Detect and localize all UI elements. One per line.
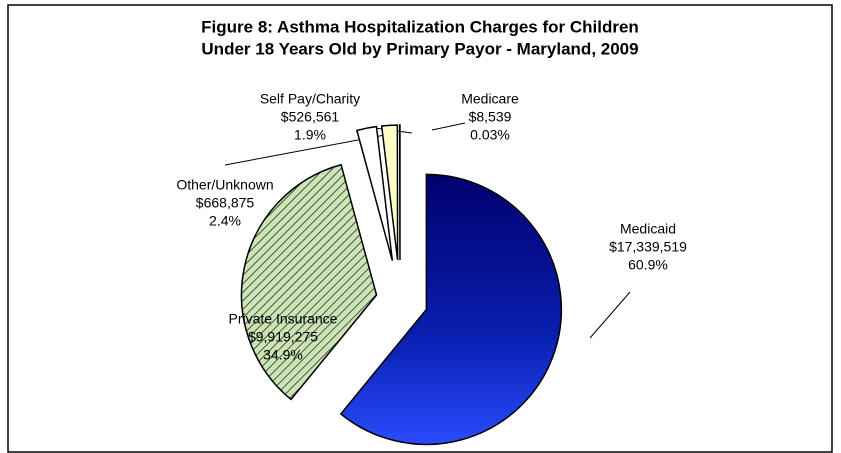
percent-label: 60.9% (628, 257, 668, 273)
percent-label: 1.9% (294, 127, 326, 143)
value-label: $17,339,519 (609, 239, 687, 255)
value-label: $526,561 (281, 109, 340, 125)
value-label: $8,539 (469, 109, 512, 125)
slice-label: Self Pay/Charity (260, 91, 360, 107)
percent-label: 0.03% (470, 127, 510, 143)
slice-label: Other/Unknown (176, 177, 273, 193)
value-label: $9,919,275 (248, 329, 318, 345)
value-label: $668,875 (196, 195, 255, 211)
slice-label: Medicaid (620, 221, 676, 237)
percent-label: 34.9% (263, 347, 303, 363)
chart-title: Under 18 Years Old by Primary Payor - Ma… (201, 39, 638, 58)
chart-title: Figure 8: Asthma Hospitalization Charges… (201, 17, 639, 36)
slice-label: Private Insurance (229, 311, 338, 327)
leader-line (589, 291, 631, 339)
pie-slice (240, 163, 378, 401)
pie-slice (355, 125, 394, 261)
leader-line (431, 122, 466, 131)
percent-label: 2.4% (209, 213, 241, 229)
slice-label: Medicare (461, 91, 519, 107)
pie-slice (339, 173, 563, 446)
pie-slice (380, 124, 399, 261)
